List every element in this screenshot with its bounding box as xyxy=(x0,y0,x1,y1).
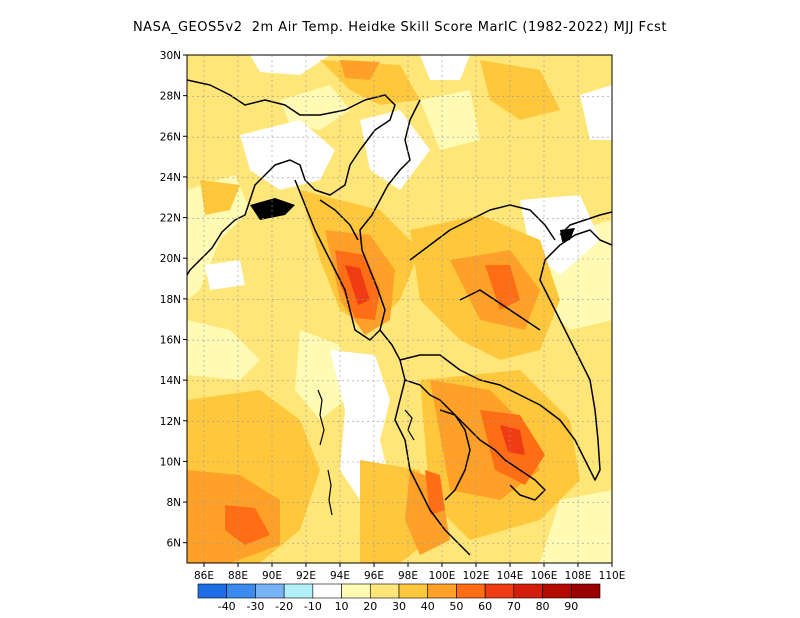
colorbar-label: -20 xyxy=(275,600,293,613)
plot-title: NASA_GEOS5v2 2m Air Temp. Heidke Skill S… xyxy=(132,20,668,35)
colorbar-label: 10 xyxy=(335,600,349,613)
lat-tick-label: 26N xyxy=(160,131,181,143)
lon-tick-label: 106E xyxy=(531,570,558,582)
skill-field-blank xyxy=(205,55,612,500)
lat-tick-label: 12N xyxy=(160,416,181,428)
lon-tick-label: 108E xyxy=(565,570,592,582)
lon-tick-label: 86E xyxy=(194,570,214,582)
grid-lines xyxy=(187,55,612,563)
colorbar-label: 70 xyxy=(507,600,521,613)
map-area xyxy=(187,55,612,563)
lat-tick-label: 18N xyxy=(160,294,181,306)
lon-tick-label: 98E xyxy=(398,570,418,582)
colorbar-swatch xyxy=(542,583,572,599)
lon-tick-label: 102E xyxy=(463,570,490,582)
colorbar-swatch xyxy=(369,583,400,599)
latitude-axis: 30N 28N 26N 24N 22N 20N 18N 16N 14N 12N 10N 8N 6N xyxy=(160,50,187,550)
lat-tick-label: 30N xyxy=(160,50,181,62)
colorbar-label: -30 xyxy=(246,600,264,613)
colorbar-swatch xyxy=(226,583,256,599)
lat-tick-label: 6N xyxy=(166,538,181,550)
colorbar-swatch xyxy=(341,583,371,599)
colorbar-swatch xyxy=(255,583,285,599)
lat-tick-label: 28N xyxy=(160,91,181,103)
lat-tick-label: 16N xyxy=(160,334,181,346)
colorbar-swatch xyxy=(570,583,601,599)
lon-tick-label: 96E xyxy=(364,570,384,582)
colorbar-swatch xyxy=(427,583,457,599)
colorbar-swatch xyxy=(484,583,515,599)
lat-tick-label: 8N xyxy=(166,497,181,509)
colorbar-swatch xyxy=(312,583,342,599)
lon-tick-label: 94E xyxy=(330,570,350,582)
colorbar-swatch xyxy=(283,583,314,599)
lat-tick-label: 20N xyxy=(160,253,181,265)
colorbar-swatch xyxy=(197,583,228,599)
map-frame xyxy=(186,54,613,564)
colorbar-label: 40 xyxy=(421,600,435,613)
lon-tick-label: 100E xyxy=(429,570,456,582)
islands xyxy=(317,389,415,516)
colorbar-label: 80 xyxy=(536,600,550,613)
colorbar-label: 60 xyxy=(478,600,492,613)
colorbar-label: 50 xyxy=(449,600,463,613)
colorbar-swatch xyxy=(456,583,486,599)
longitude-axis: 86E 88E 90E 92E 94E 96E 98E 100E 102E 104E 106E 108… xyxy=(194,563,625,582)
lon-tick-label: 90E xyxy=(262,570,282,582)
lon-tick-label: 104E xyxy=(497,570,524,582)
lat-tick-label: 24N xyxy=(160,172,181,184)
colorbar-swatch xyxy=(398,583,429,599)
colorbar-label: -10 xyxy=(304,600,322,613)
colorbar: -40 -30 -20 -10 10 20 30 40 50 60 70 80 90 xyxy=(197,583,601,613)
colorbar-swatch xyxy=(513,583,543,599)
lat-tick-label: 14N xyxy=(160,375,181,387)
delta-marks xyxy=(250,198,575,242)
skill-field-60 xyxy=(345,265,525,455)
lon-tick-label: 88E xyxy=(228,570,248,582)
coastline-borders xyxy=(187,79,612,556)
lon-tick-label: 92E xyxy=(296,570,316,582)
lat-tick-label: 22N xyxy=(160,213,181,225)
colorbar-label: 30 xyxy=(392,600,406,613)
colorbar-label: -40 xyxy=(218,600,236,613)
lon-tick-label: 110E xyxy=(599,570,626,582)
colorbar-label: 20 xyxy=(363,600,377,613)
lat-tick-label: 10N xyxy=(160,456,181,468)
colorbar-label: 90 xyxy=(564,600,578,613)
